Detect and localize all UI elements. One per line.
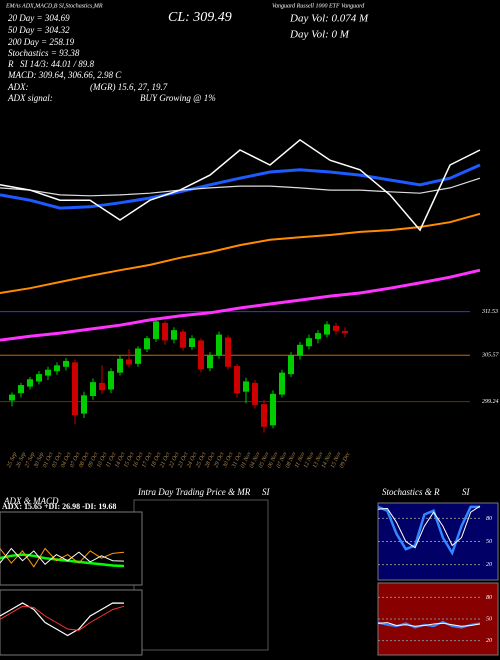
y-tick-label: 20 (486, 638, 492, 644)
candle-body (243, 381, 249, 392)
candle-body (99, 382, 105, 391)
stat: (MGR) 15.6, 27, 19.7 (90, 82, 168, 92)
panel-subtitle: ADX: 15.65 +DI: 26.98 -DI: 19.68 (2, 502, 116, 511)
line (0, 602, 125, 637)
candle-body (36, 374, 42, 382)
line (377, 505, 481, 549)
candle-body (108, 371, 114, 390)
ema: 50 Day = 304.32 (8, 25, 70, 35)
y-tick-label: 80 (486, 516, 492, 522)
y-tick-label: 305.57 (481, 353, 500, 359)
candle-body (234, 366, 240, 394)
candle-body (54, 365, 60, 372)
candle-body (72, 362, 78, 416)
candle-body (45, 369, 51, 376)
y-tick-label: 50 (486, 616, 492, 622)
stat: Stochastics = 93.38 (8, 48, 80, 58)
stat: SI 14/3: 44.01 / 89.8 (20, 59, 94, 69)
line (0, 163, 481, 210)
line (0, 212, 481, 294)
line (0, 547, 125, 566)
candle-body (261, 404, 267, 427)
candle-body (198, 340, 204, 369)
close: CL: 309.49 (168, 10, 232, 25)
panel-title: ADX & MACD (3, 496, 59, 506)
candle-body (153, 321, 159, 339)
candle-body (288, 355, 294, 375)
line (0, 138, 481, 232)
candle-body (135, 348, 141, 364)
candle-body (333, 325, 339, 331)
stat: ADX: (7, 82, 29, 92)
panel-title: Stochastics & R (382, 487, 440, 497)
candle-body (90, 382, 96, 397)
candle-body (162, 322, 168, 341)
volume: Day Vol: 0 M (289, 29, 350, 41)
candle-body (171, 330, 177, 340)
candle-body (270, 393, 276, 426)
candle-body (126, 359, 132, 365)
candle-body (189, 338, 195, 348)
candle-body (63, 360, 69, 367)
line (0, 177, 481, 197)
candle-body (252, 382, 258, 405)
panel-bg (0, 511, 143, 586)
panel-title: Intra Day Trading Price & MR (137, 487, 251, 497)
intraday-panel (133, 499, 269, 651)
line (0, 553, 125, 568)
candle-body (180, 331, 186, 348)
candle-body (342, 330, 348, 334)
candle-body (207, 355, 213, 369)
stat: BUY Growing @ 1% (140, 93, 216, 103)
stat: MACD: 309.64, 306.66, 2.98 C (7, 70, 122, 80)
y-tick-label: 311.53 (481, 309, 498, 315)
panel-title: SI (462, 487, 471, 497)
panel-bg (0, 589, 143, 656)
candle-body (81, 395, 87, 414)
line (0, 268, 481, 342)
fund: Vanguard Russell 1000 ETF Vanguard (272, 3, 365, 9)
candle-body (225, 337, 231, 367)
candle-body (27, 379, 33, 387)
candle-body (18, 385, 24, 394)
ema: 200 Day = 258.19 (8, 37, 75, 47)
line (377, 620, 481, 629)
y-tick-label: 50 (486, 539, 492, 545)
y-tick-label: 299.24 (482, 398, 499, 405)
y-tick-label: 80 (486, 595, 492, 601)
candle-body (216, 334, 222, 356)
candle-body (144, 338, 150, 350)
candle-body (315, 333, 321, 339)
line (377, 622, 481, 627)
candle-body (9, 394, 15, 401)
candle-body (306, 338, 312, 347)
panel-title: SI (262, 487, 271, 497)
candle-body (117, 358, 123, 373)
ema: 20 Day = 304.69 (8, 13, 70, 23)
line (0, 605, 125, 631)
y-tick-label: 20 (486, 562, 492, 568)
candle-body (279, 372, 285, 395)
stat: ADX signal: (7, 93, 53, 103)
candle-body (324, 324, 330, 335)
volume: Day Vol: 0.074 M (289, 13, 369, 25)
studies: EMAs ADX,MACD,B SI,Stochastics,MR (5, 3, 103, 9)
candle-body (297, 344, 303, 356)
line (377, 505, 480, 556)
stat: R (7, 59, 14, 69)
